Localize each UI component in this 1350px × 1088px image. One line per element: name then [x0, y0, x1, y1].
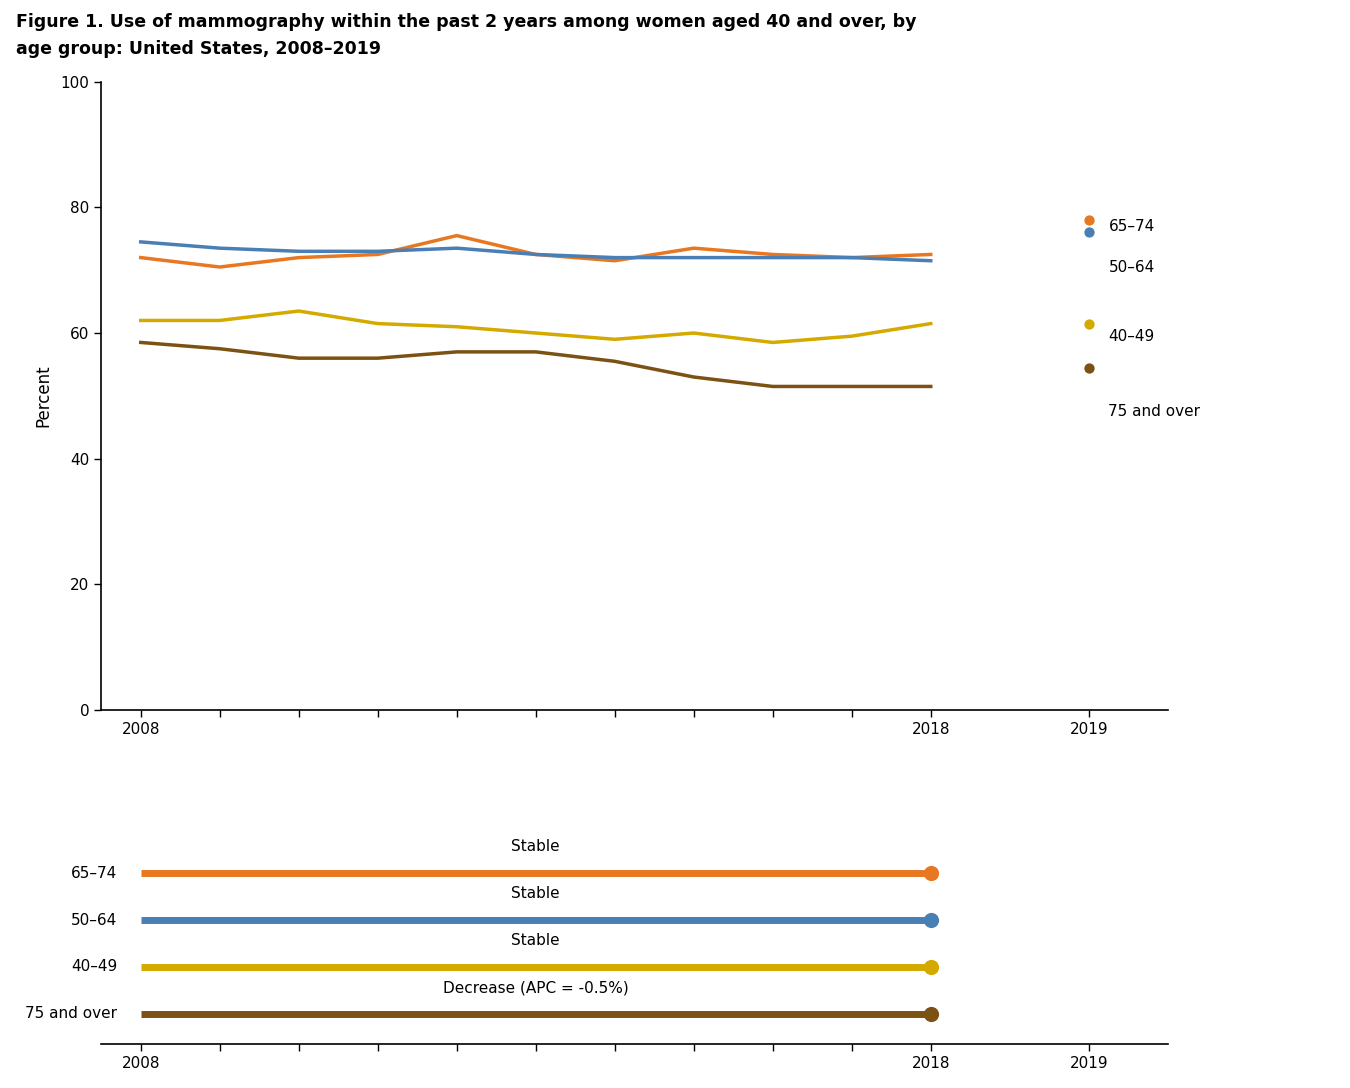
Point [1077, 211, 1099, 228]
Point [919, 912, 941, 929]
Point [919, 959, 941, 976]
Text: age group: United States, 2008–2019: age group: United States, 2008–2019 [16, 40, 381, 59]
Text: 65–74: 65–74 [70, 866, 117, 880]
Text: 75 and over: 75 and over [26, 1006, 117, 1022]
Text: Figure 1. Use of mammography within the past 2 years among women aged 40 and ove: Figure 1. Use of mammography within the … [16, 13, 917, 32]
Point [919, 1005, 941, 1023]
Y-axis label: Percent: Percent [34, 364, 53, 428]
Text: 50–64: 50–64 [70, 913, 117, 927]
Point [1077, 224, 1099, 242]
Text: Decrease (APC = -0.5%): Decrease (APC = -0.5%) [443, 980, 629, 996]
Point [919, 864, 941, 881]
Text: 65–74: 65–74 [1108, 219, 1154, 234]
Text: 50–64: 50–64 [1108, 260, 1154, 274]
Text: 40–49: 40–49 [70, 960, 117, 975]
Text: Stable: Stable [512, 839, 560, 854]
Text: 75 and over: 75 and over [1108, 404, 1200, 419]
Text: Stable: Stable [512, 934, 560, 948]
Text: 40–49: 40–49 [1108, 329, 1154, 344]
Point [1077, 359, 1099, 376]
Text: Stable: Stable [512, 887, 560, 901]
Point [1077, 314, 1099, 332]
